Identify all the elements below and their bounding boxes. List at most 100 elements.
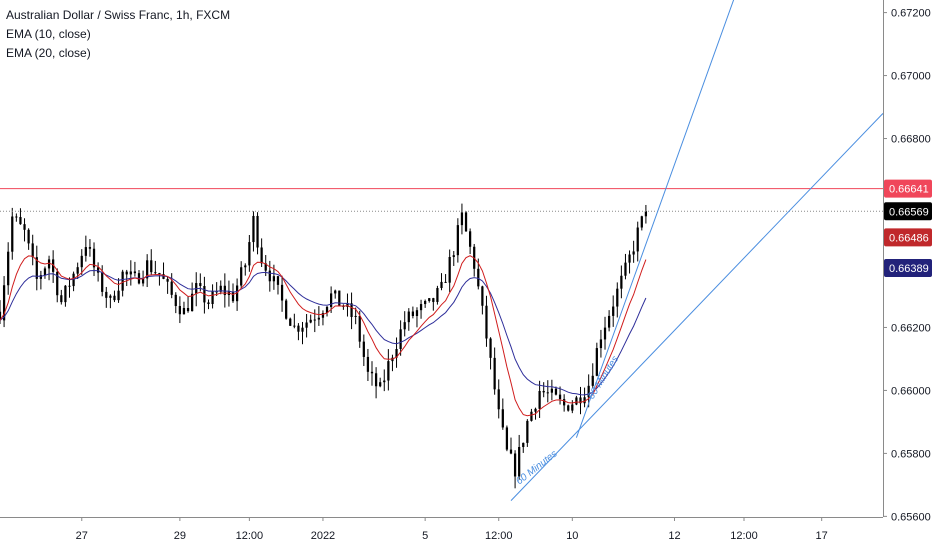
candle[interactable] bbox=[186, 296, 190, 313]
candle[interactable] bbox=[39, 270, 43, 290]
candle[interactable] bbox=[27, 228, 30, 250]
candle[interactable] bbox=[35, 245, 38, 291]
candle[interactable] bbox=[166, 276, 169, 294]
candle[interactable] bbox=[191, 282, 194, 312]
candle[interactable] bbox=[297, 323, 300, 341]
candle[interactable] bbox=[415, 307, 419, 328]
candle[interactable] bbox=[624, 253, 627, 280]
candle[interactable] bbox=[121, 269, 124, 297]
candle[interactable] bbox=[72, 271, 75, 292]
candle[interactable] bbox=[526, 419, 529, 447]
candle[interactable] bbox=[432, 297, 435, 311]
price-tag[interactable]: 0.66641 bbox=[884, 179, 932, 198]
candle[interactable] bbox=[440, 273, 443, 291]
candle[interactable] bbox=[219, 280, 222, 295]
candle[interactable] bbox=[538, 380, 541, 418]
candle[interactable] bbox=[452, 251, 455, 266]
annotation-label[interactable]: 60 Minutes bbox=[514, 448, 559, 487]
candle[interactable] bbox=[395, 337, 398, 368]
candle[interactable] bbox=[174, 292, 177, 314]
candle[interactable] bbox=[43, 266, 47, 279]
candle[interactable] bbox=[362, 334, 365, 367]
candle[interactable] bbox=[170, 273, 173, 299]
candle[interactable] bbox=[313, 309, 316, 333]
candle[interactable] bbox=[252, 211, 255, 252]
candle[interactable] bbox=[583, 387, 586, 408]
candle[interactable] bbox=[550, 379, 553, 401]
candle[interactable] bbox=[117, 278, 120, 303]
candle[interactable] bbox=[56, 268, 59, 303]
candle[interactable] bbox=[330, 286, 333, 313]
candle[interactable] bbox=[125, 269, 128, 287]
candle[interactable] bbox=[481, 285, 484, 315]
trendline-1[interactable] bbox=[510, 113, 883, 501]
candle[interactable] bbox=[403, 311, 406, 337]
symbol-title[interactable]: Australian Dollar / Swiss Franc, 1h, FXC… bbox=[6, 8, 231, 22]
candle[interactable] bbox=[2, 276, 6, 328]
candle[interactable] bbox=[129, 260, 132, 286]
candle[interactable] bbox=[137, 270, 141, 285]
candle[interactable] bbox=[342, 304, 345, 310]
candle[interactable] bbox=[603, 316, 607, 350]
candle[interactable] bbox=[640, 215, 643, 231]
candle[interactable] bbox=[150, 249, 153, 276]
candle[interactable] bbox=[354, 307, 357, 325]
candle[interactable] bbox=[158, 272, 161, 286]
candle[interactable] bbox=[473, 243, 476, 277]
candle[interactable] bbox=[215, 282, 218, 296]
candle[interactable] bbox=[207, 299, 210, 310]
candle[interactable] bbox=[285, 298, 288, 320]
candle[interactable] bbox=[587, 374, 590, 408]
candle[interactable] bbox=[436, 285, 439, 305]
candle[interactable] bbox=[309, 314, 312, 324]
candle[interactable] bbox=[419, 299, 423, 319]
candle[interactable] bbox=[571, 400, 574, 414]
candle[interactable] bbox=[334, 289, 337, 299]
candle[interactable] bbox=[178, 296, 181, 324]
candle[interactable] bbox=[321, 310, 325, 326]
candle[interactable] bbox=[522, 442, 525, 453]
candle[interactable] bbox=[497, 379, 500, 419]
candle[interactable] bbox=[391, 354, 394, 372]
candle[interactable] bbox=[182, 301, 186, 315]
candle[interactable] bbox=[280, 275, 284, 312]
candle[interactable] bbox=[317, 306, 320, 326]
candle[interactable] bbox=[616, 282, 619, 318]
candle[interactable] bbox=[113, 290, 116, 303]
candle[interactable] bbox=[612, 295, 615, 327]
candle[interactable] bbox=[235, 278, 239, 311]
candle[interactable] bbox=[305, 314, 308, 338]
candle[interactable] bbox=[105, 286, 108, 308]
candle[interactable] bbox=[11, 207, 14, 260]
candle[interactable] bbox=[366, 348, 370, 382]
candle[interactable] bbox=[460, 203, 464, 235]
candle[interactable] bbox=[501, 398, 504, 430]
candle[interactable] bbox=[383, 369, 386, 392]
candle[interactable] bbox=[7, 242, 10, 295]
candle[interactable] bbox=[80, 249, 83, 275]
candle[interactable] bbox=[248, 234, 251, 272]
candle[interactable] bbox=[133, 261, 137, 277]
candle[interactable] bbox=[489, 337, 492, 370]
candle[interactable] bbox=[563, 394, 566, 412]
candle[interactable] bbox=[256, 212, 259, 255]
candle[interactable] bbox=[84, 235, 87, 262]
candle[interactable] bbox=[223, 273, 226, 308]
candle[interactable] bbox=[203, 276, 206, 314]
price-tag[interactable]: 0.66569 bbox=[884, 202, 932, 221]
candle[interactable] bbox=[567, 404, 570, 412]
candle[interactable] bbox=[513, 450, 517, 489]
candle[interactable] bbox=[350, 292, 353, 330]
candle[interactable] bbox=[211, 284, 214, 309]
candle[interactable] bbox=[542, 382, 545, 398]
candle[interactable] bbox=[244, 263, 247, 276]
candle[interactable] bbox=[620, 265, 623, 299]
trendline-2[interactable] bbox=[575, 0, 735, 438]
candle[interactable] bbox=[518, 434, 521, 480]
candle[interactable] bbox=[96, 262, 100, 282]
candle[interactable] bbox=[293, 313, 296, 329]
candle[interactable] bbox=[456, 218, 459, 263]
